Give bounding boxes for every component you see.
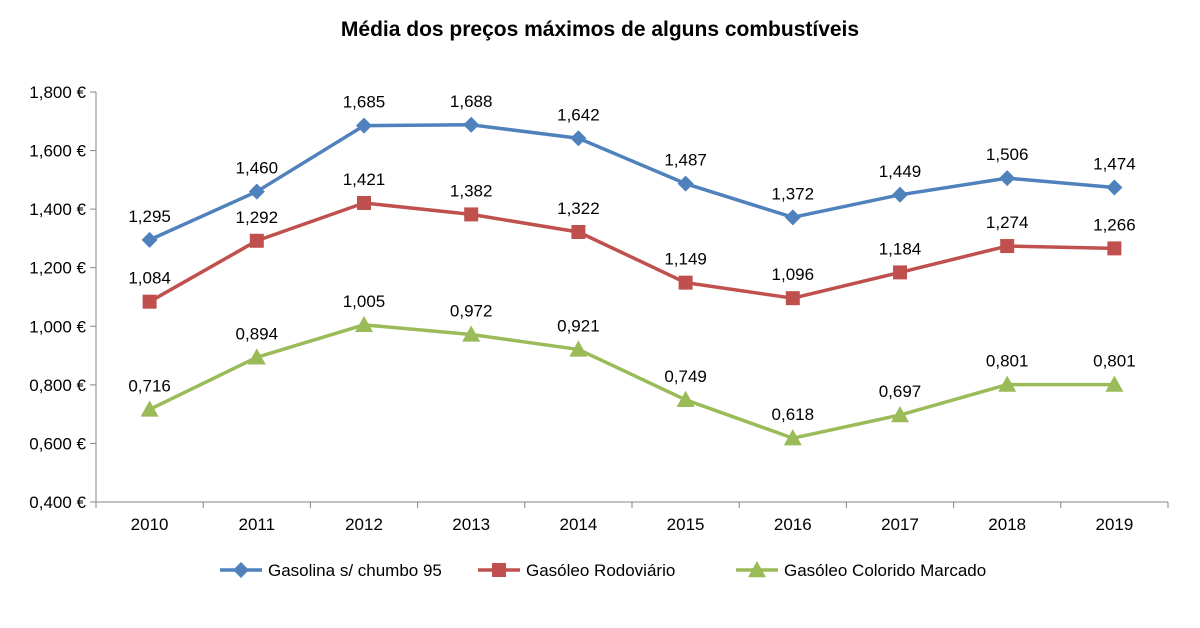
chart-title: Média dos preços máximos de alguns combu… (340, 18, 860, 41)
data-label: 1,005 (343, 292, 386, 311)
series-1-point (784, 209, 801, 226)
x-tick-label: 2013 (452, 515, 490, 534)
data-label: 1,266 (1093, 215, 1136, 234)
legend-marker-3 (748, 561, 766, 578)
series-1-point (999, 170, 1016, 187)
data-label: 0,972 (450, 301, 493, 320)
data-label: 1,506 (986, 145, 1029, 164)
series-2-point (571, 224, 586, 239)
series-2-point (464, 207, 479, 222)
data-label: 0,801 (1093, 352, 1136, 371)
x-tick-label: 2016 (774, 515, 812, 534)
y-tick-label: 1,600 € (29, 142, 86, 161)
x-tick-label: 2018 (988, 515, 1026, 534)
series-1-point (463, 116, 480, 133)
data-label: 0,749 (664, 367, 707, 386)
legend-marker-1 (233, 562, 249, 578)
data-label: 1,096 (772, 265, 815, 284)
series-1-point (141, 231, 158, 248)
series-2-point (1107, 241, 1122, 256)
y-tick-label: 1,800 € (29, 83, 86, 102)
series-1-point (356, 117, 372, 134)
data-label: 0,618 (772, 405, 815, 424)
data-label: 1,487 (664, 151, 707, 170)
series-line-2 (148, 201, 1115, 304)
data-label: 1,382 (450, 181, 493, 200)
data-label: 0,921 (557, 316, 600, 335)
y-tick-label: 1,400 € (29, 200, 86, 219)
x-tick-label: 2011 (239, 515, 276, 534)
series-1-point (1106, 179, 1123, 196)
series-2-point (1000, 239, 1015, 254)
data-label: 1,642 (557, 105, 600, 124)
y-tick-label: 0,400 € (29, 493, 86, 512)
data-label: 1,474 (1093, 154, 1136, 173)
series-3-point (355, 315, 373, 333)
series-2-point (678, 275, 693, 290)
series-3-point (676, 390, 695, 407)
y-tick-label: 1,000 € (29, 317, 86, 336)
y-tick-label: 1,200 € (29, 259, 86, 278)
x-tick-label: 2012 (345, 515, 383, 534)
data-label: 1,084 (128, 269, 171, 288)
data-label: 1,274 (986, 213, 1029, 232)
data-label: 0,697 (879, 382, 922, 401)
data-label: 1,149 (664, 250, 707, 269)
y-tick-label: 0,800 € (29, 376, 86, 395)
data-label: 0,894 (236, 324, 279, 343)
series-1-point (570, 130, 587, 147)
data-label: 1,685 (343, 93, 386, 112)
series-1-point (248, 183, 265, 200)
series-3-point (783, 429, 802, 446)
series-line-1 (148, 123, 1115, 242)
legend-marker-2 (492, 563, 506, 577)
series-3-point (140, 400, 159, 417)
data-label: 1,292 (236, 208, 279, 227)
data-label: 1,460 (236, 159, 279, 178)
x-tick-label: 2014 (559, 515, 597, 534)
series-2-point (785, 291, 800, 306)
series-2-point (893, 265, 907, 280)
legend-label-1: Gasolina s/ chumbo 95 (268, 561, 442, 580)
series-line-3 (148, 323, 1115, 440)
data-label: 0,716 (128, 376, 171, 395)
x-tick-label: 2019 (1095, 515, 1133, 534)
data-label: 1,421 (343, 170, 386, 189)
series-2-point (142, 294, 157, 309)
series-3-point (891, 406, 909, 423)
legend-label-3: Gasóleo Colorido Marcado (784, 561, 986, 580)
series-2-point (357, 195, 371, 210)
series-1-point (677, 175, 694, 192)
series-3-point (998, 375, 1017, 392)
x-tick-label: 2010 (131, 515, 169, 534)
data-label: 1,449 (879, 162, 922, 181)
data-label: 1,688 (450, 92, 493, 111)
series-3-point (1105, 375, 1124, 392)
data-label: 1,372 (772, 184, 815, 203)
legend-label-2: Gasóleo Rodoviário (526, 561, 675, 580)
series-1-point (892, 186, 908, 203)
series-3-point (462, 325, 481, 342)
data-label: 1,322 (557, 199, 600, 218)
y-tick-label: 0,600 € (29, 434, 86, 453)
series-3-point (247, 348, 266, 365)
series-3-point (569, 340, 588, 357)
series-2-point (249, 233, 264, 248)
data-label: 1,295 (128, 207, 171, 226)
data-label: 0,801 (986, 352, 1029, 371)
x-tick-label: 2015 (667, 515, 705, 534)
data-label: 1,184 (879, 239, 922, 258)
x-tick-label: 2017 (881, 515, 919, 534)
